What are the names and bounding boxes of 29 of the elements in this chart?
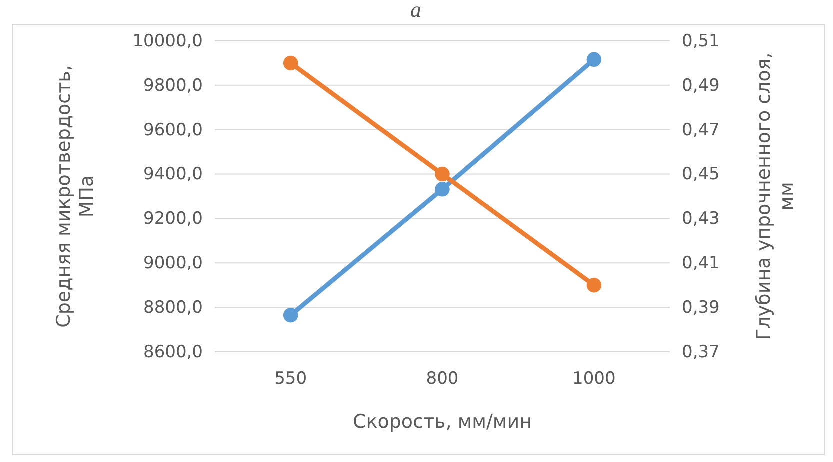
y2-tick-label: 0,41 xyxy=(682,254,720,274)
x-tick-label: 1000 xyxy=(572,369,616,390)
y-axis-title: Средняя микротвердость, МПа xyxy=(53,65,98,328)
y2-tick-label: 0,43 xyxy=(682,209,720,230)
text: а xyxy=(410,0,422,22)
point xyxy=(435,182,450,197)
y-tick-label: 8800,0 xyxy=(144,298,203,318)
y-tick-label: 9200,0 xyxy=(144,209,203,230)
point xyxy=(283,56,298,71)
x-tick-label: 800 xyxy=(426,369,459,390)
point xyxy=(435,166,450,182)
y2-tick-label: 0,49 xyxy=(682,76,720,96)
y2-axis-title: Глубина упрочненного слоя, мм xyxy=(753,52,798,340)
y-tick-label: 9600,0 xyxy=(144,120,203,140)
point xyxy=(586,52,602,67)
y-tick-label: 9000,0 xyxy=(144,254,203,274)
y-tick-label: 9400,0 xyxy=(144,164,203,185)
y2-tick-label: 0,37 xyxy=(682,342,720,362)
y2-tick-label: 0,47 xyxy=(682,120,720,140)
x-tick-label: 550 xyxy=(274,369,308,390)
point xyxy=(283,308,298,323)
y-tick-label: 8600,0 xyxy=(144,342,203,362)
y2-tick-label: 0,45 xyxy=(682,164,720,185)
y2-tick-label: 0,51 xyxy=(682,31,720,52)
point xyxy=(586,278,602,293)
y-tick-label: 9800,0 xyxy=(144,76,203,96)
x-axis-title: Скорость, мм/мин xyxy=(352,411,532,433)
y2-tick-label: 0,39 xyxy=(682,298,720,318)
y-tick-label: 10000,0 xyxy=(132,31,203,52)
